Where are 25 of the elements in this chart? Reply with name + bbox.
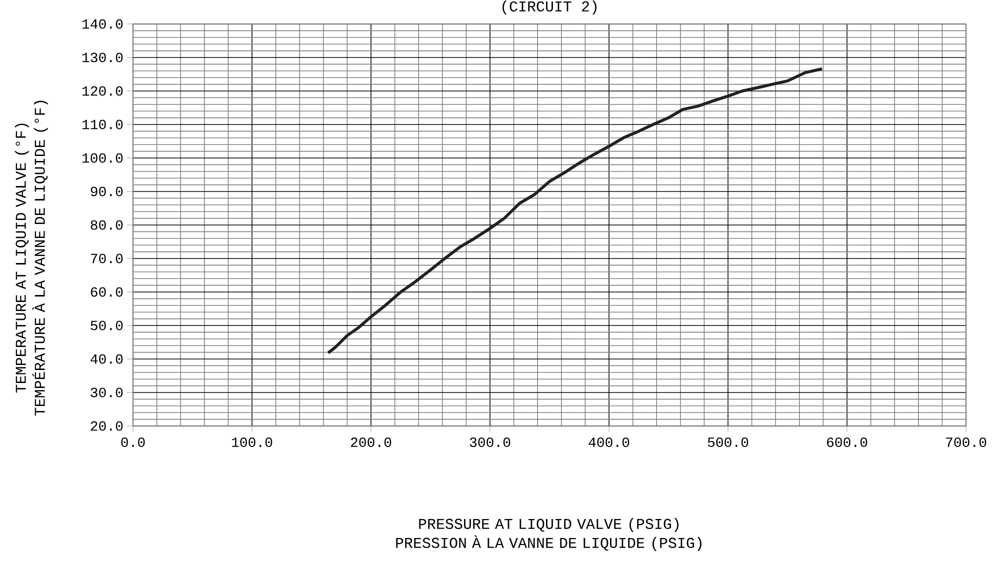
x-tick-label: 500.0 xyxy=(708,438,748,448)
y-tick-label: 120.0 xyxy=(82,86,123,96)
x-tick-label: 700.0 xyxy=(946,438,986,448)
y-tick-label: 30.0 xyxy=(90,388,123,398)
x-tick-label: 300.0 xyxy=(470,438,510,448)
y-tick-label: 60.0 xyxy=(90,287,123,297)
y-tick-label: 20.0 xyxy=(90,421,123,431)
y-tick-label: 140.0 xyxy=(82,19,123,29)
y-tick-label: 90.0 xyxy=(90,186,123,196)
y-tick-label: 40.0 xyxy=(90,354,123,364)
y-tick-label: 110.0 xyxy=(82,120,123,130)
x-tick-label: 100.0 xyxy=(232,438,272,448)
x-tick-label: 600.0 xyxy=(827,438,868,448)
chart-title: (CIRCUIT 2) xyxy=(502,0,596,14)
line-series xyxy=(326,67,824,354)
x-axis-title: PRESSURE AT LIQUID VALVE (PSIG) PRESSION À LA VANNE DE LIQUIDE (PSIG) xyxy=(396,518,702,551)
x-tick-label: 400.0 xyxy=(588,438,630,448)
y-axis-title: TEMPERATURE AT LIQUID VALVE (°F) TEMPÉRATURE À LA VANNE DE LIQUIDE (°F) xyxy=(14,100,48,416)
x-tick-label: 200.0 xyxy=(350,438,392,448)
y-tick-label: 130.0 xyxy=(82,52,123,62)
x-tick-label: 0.0 xyxy=(121,438,145,448)
y-tick-label: 100.0 xyxy=(82,153,123,163)
y-tick-label: 80.0 xyxy=(90,220,123,230)
y-tick-label: 70.0 xyxy=(90,254,123,264)
y-tick-label: 50.0 xyxy=(90,320,123,330)
